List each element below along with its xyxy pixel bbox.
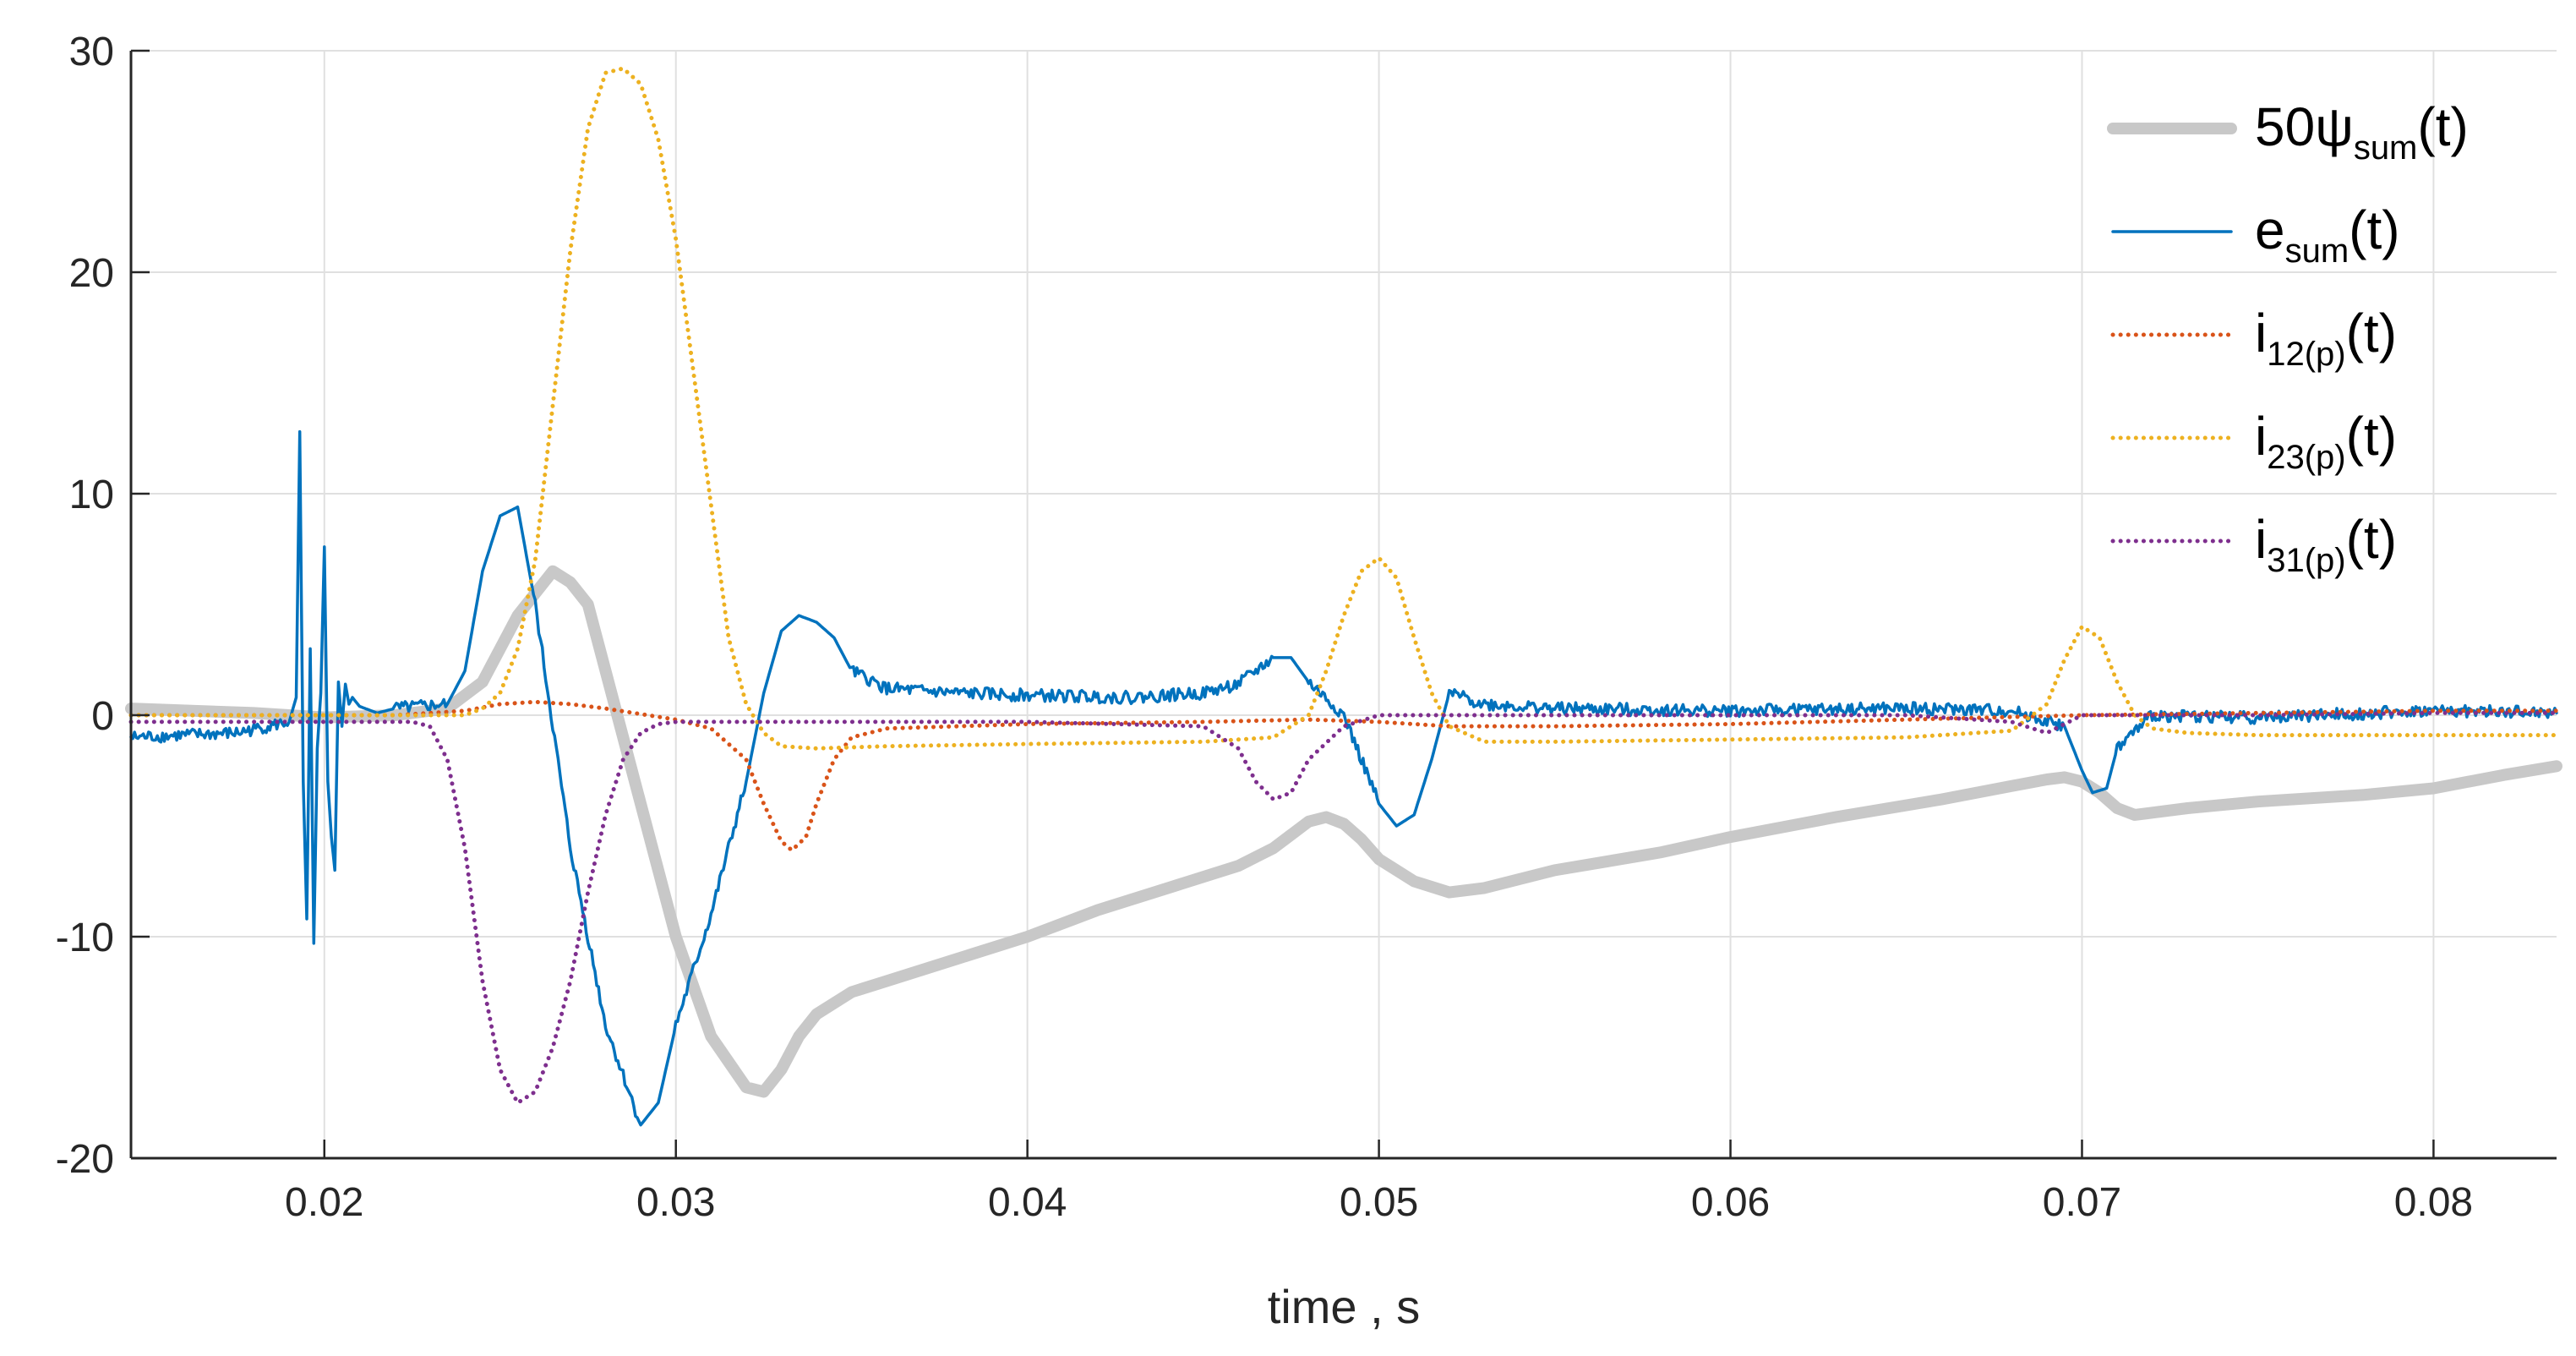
plot-background: [131, 51, 2557, 1158]
legend: 50ψsum(t) esum(t) i12(p)(t) i23(p)(t) i31(p)…: [2107, 96, 2469, 579]
x-axis-title: time , s: [1268, 1280, 1420, 1333]
y-tick-label: 20: [69, 251, 114, 296]
series-i31p: [128, 710, 2559, 1105]
legend-item-i31p: i31(p)(t): [2110, 509, 2397, 579]
x-tick-label: 0.04: [988, 1180, 1067, 1225]
x-tick-label: 0.08: [2394, 1180, 2473, 1225]
axes: [129, 49, 2557, 1160]
legend-item-i23p: i23(p)(t): [2110, 406, 2397, 476]
x-tick-label: 0.03: [636, 1180, 715, 1225]
x-tick-label: 0.06: [1691, 1180, 1770, 1225]
tick-labels: 0.02 0.03 0.04 0.05 0.06 0.07 0.08 -20 -10 0 10 20 3…: [56, 30, 2474, 1225]
legend-label: 50ψsum(t): [2255, 96, 2469, 167]
series-e-sum: [129, 429, 2558, 1127]
x-tick-label: 0.07: [2043, 1180, 2121, 1225]
y-tick-label: -10: [56, 916, 114, 960]
x-tick-label: 0.02: [285, 1180, 363, 1225]
legend-label: esum(t): [2255, 200, 2400, 270]
x-tick-label: 0.05: [1340, 1180, 1418, 1225]
legend-item-50psi-sum: 50ψsum(t): [2107, 96, 2469, 167]
y-tick-label: 30: [69, 30, 114, 74]
series-50psi-sum: [125, 565, 2562, 1098]
y-tick-label: 0: [91, 694, 114, 739]
y-tick-label: 10: [69, 473, 114, 517]
legend-item-i12p: i12(p)(t): [2110, 303, 2397, 373]
legend-label: i23(p)(t): [2255, 406, 2397, 476]
legend-label: i31(p)(t): [2255, 509, 2397, 579]
legend-item-e-sum: esum(t): [2111, 200, 2400, 270]
y-tick-label: -20: [56, 1137, 114, 1182]
legend-label: i12(p)(t): [2255, 303, 2397, 373]
series-i23p: [128, 66, 2559, 751]
series-layer: [125, 66, 2562, 1127]
